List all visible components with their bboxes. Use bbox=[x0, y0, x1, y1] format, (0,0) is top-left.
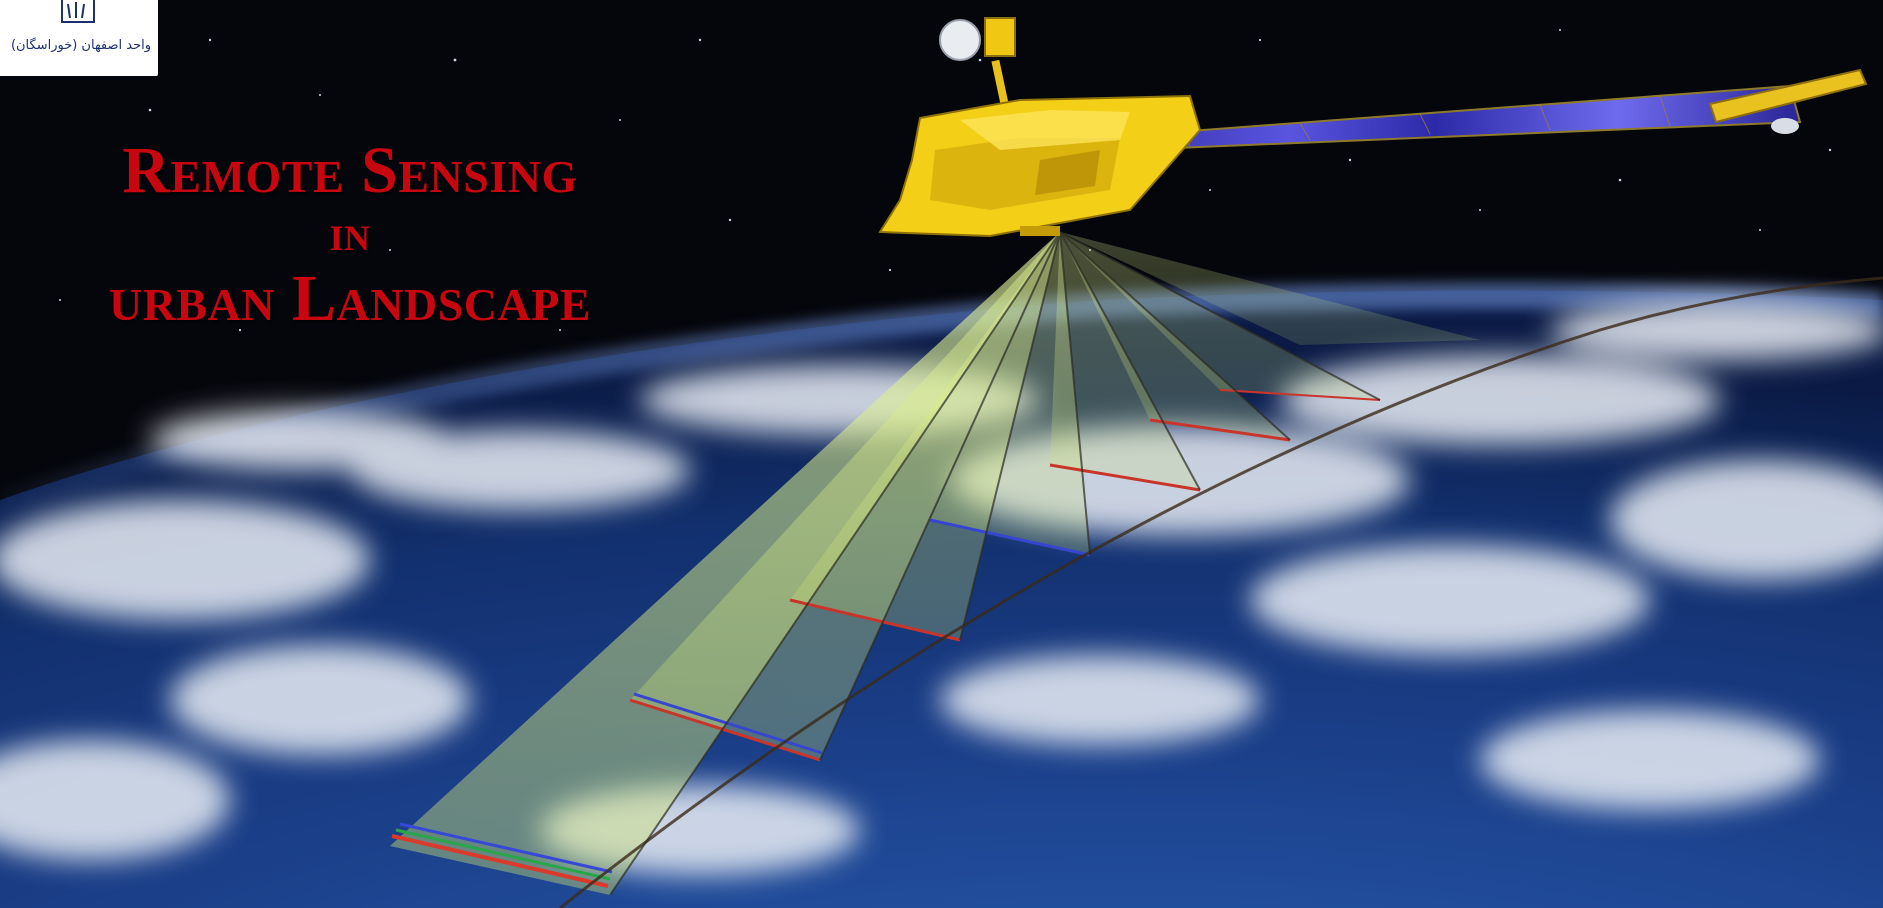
title-line-1: Remote Sensing bbox=[122, 134, 578, 207]
cut-off-heading: ​ bbox=[470, 0, 1820, 16]
title-line-3: urban Landscape bbox=[108, 262, 592, 335]
satellite bbox=[878, 17, 1868, 238]
sensor-swaths bbox=[390, 231, 1883, 908]
antenna-dish-icon bbox=[939, 19, 981, 61]
university-logo: واحد اصفهان (خوراسگان) bbox=[0, 0, 158, 76]
university-name: واحد اصفهان (خوراسگان) bbox=[10, 38, 152, 53]
university-seal-icon bbox=[61, 0, 95, 23]
stars bbox=[59, 29, 1832, 332]
slide-title: Remote Sensing in urban Landscape bbox=[10, 138, 690, 332]
title-line-2: in bbox=[329, 205, 371, 262]
